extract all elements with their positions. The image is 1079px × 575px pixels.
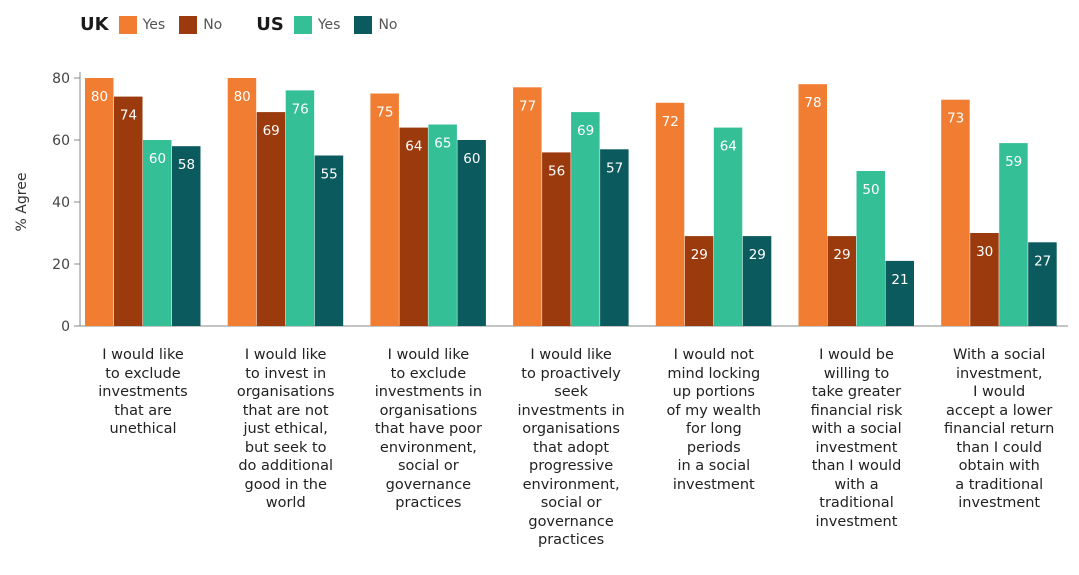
bar-value-label: 80	[91, 89, 108, 105]
x-category-label: I would like to exclude investments in orga…	[374, 347, 483, 511]
bar-value-label: 69	[577, 123, 594, 139]
bar	[172, 146, 201, 326]
bar-value-label: 27	[1034, 253, 1051, 269]
bar-value-label: 56	[548, 163, 565, 179]
y-tick-label: 0	[61, 319, 70, 335]
bar	[742, 236, 772, 326]
legend-label-us-yes: Yes	[317, 16, 341, 33]
bar	[227, 78, 257, 326]
bar-value-label: 50	[862, 182, 879, 198]
legend-item-uk-no: No	[179, 15, 223, 34]
bar-value-label: 75	[376, 105, 393, 121]
bar-value-label: 74	[120, 108, 137, 124]
x-category-label: I would like to invest in organisations tha…	[236, 347, 335, 511]
bar-value-label: 29	[691, 247, 708, 263]
x-category-label: I would like to exclude investments that ar…	[98, 347, 188, 437]
legend-swatch-us-yes	[293, 15, 312, 34]
bar-value-label: 65	[434, 136, 451, 152]
bar-value-label: 59	[1005, 154, 1022, 170]
y-tick-label: 20	[52, 257, 70, 273]
bar	[571, 112, 600, 326]
bar-value-label: 76	[292, 101, 309, 117]
y-tick-label: 40	[52, 195, 70, 211]
bar	[1028, 242, 1057, 326]
bar-value-label: 69	[263, 123, 280, 139]
bar	[256, 112, 286, 326]
bar-value-label: 60	[463, 151, 480, 167]
bar	[600, 149, 629, 326]
bar	[513, 87, 542, 326]
bar	[85, 78, 114, 326]
bar	[114, 96, 143, 326]
bar-value-label: 60	[149, 151, 166, 167]
legend-swatch-us-no	[354, 15, 373, 34]
bar	[542, 152, 571, 326]
y-axis-label: % Agree	[14, 173, 30, 232]
legend-item-us-yes: Yes	[293, 15, 341, 34]
bar	[941, 99, 970, 326]
y-tick-label: 60	[52, 133, 70, 149]
legend-item-uk-yes: Yes	[118, 15, 166, 34]
bar	[827, 236, 856, 326]
bar	[885, 260, 914, 326]
legend-swatch-uk-yes	[118, 15, 137, 34]
legend-country-us: US	[256, 14, 284, 35]
legend-country-uk: UK	[80, 14, 109, 35]
x-category-label: I would like to proactively seek investment…	[517, 347, 625, 548]
bar-value-label: 30	[976, 244, 993, 260]
bar	[713, 127, 743, 326]
bar-value-label: 64	[405, 139, 422, 155]
bar	[285, 90, 315, 327]
y-tick-label: 80	[52, 71, 70, 87]
bar-value-label: 72	[662, 114, 679, 130]
bar-value-label: 64	[720, 139, 737, 155]
bar	[856, 171, 885, 326]
bar-value-label: 29	[833, 247, 850, 263]
bar-value-label: 77	[519, 98, 536, 114]
bar	[457, 140, 486, 326]
legend: UK Yes No US Yes No	[80, 14, 411, 35]
bar	[143, 140, 172, 326]
x-category-label: With a social investment, I would accept a …	[944, 347, 1055, 511]
legend-label-uk-yes: Yes	[142, 16, 166, 33]
legend-swatch-uk-no	[179, 15, 198, 34]
legend-label-us-no: No	[378, 16, 398, 33]
bar	[684, 236, 714, 326]
bar	[370, 93, 399, 326]
bar-value-label: 80	[234, 89, 251, 105]
bar-value-label: 29	[749, 247, 766, 263]
bar-value-label: 21	[891, 272, 908, 288]
bar	[798, 84, 827, 326]
bar	[655, 102, 685, 326]
x-category-label: I would not mind locking up portions of my …	[666, 347, 762, 493]
bar-value-label: 73	[947, 111, 964, 127]
legend-label-uk-no: No	[203, 16, 223, 33]
bar	[970, 233, 999, 326]
bar-value-label: 57	[606, 160, 623, 176]
bar	[399, 127, 428, 326]
bar	[999, 143, 1028, 326]
bar-value-label: 58	[178, 157, 195, 173]
legend-item-us-no: No	[354, 15, 398, 34]
bar-value-label: 78	[804, 95, 821, 111]
x-category-label: I would be willing to take greater financia…	[810, 347, 903, 530]
bar	[314, 155, 344, 326]
bar-value-label: 55	[321, 167, 338, 183]
bar	[428, 124, 457, 326]
